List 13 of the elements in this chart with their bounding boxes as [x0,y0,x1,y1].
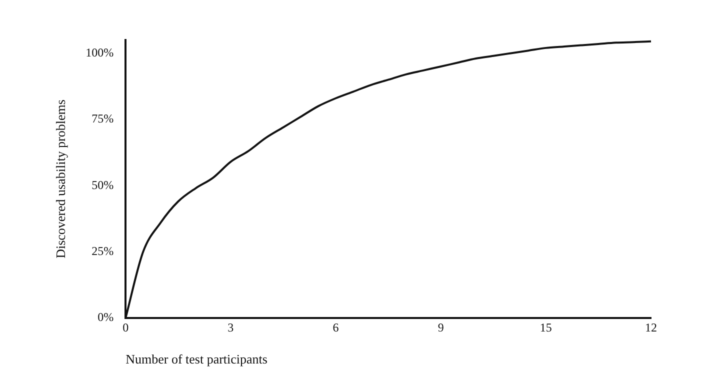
y-tick-label: 100% [86,45,114,60]
x-axis-title: Number of test participants [126,352,268,367]
y-tick-label: 0% [98,310,114,324]
y-tick-label: 25% [92,244,114,258]
x-tick-label: 15 [540,320,552,334]
y-axis-title: Discovered usability problems [53,100,68,258]
y-tick-label: 50% [92,178,114,192]
x-tick-label: 9 [438,320,444,334]
y-tick-label: 75% [92,112,114,126]
x-tick-label: 12 [645,320,657,334]
x-tick-label: 6 [332,320,339,334]
x-tick-label: 3 [228,320,234,334]
x-tick-label: 0 [122,320,129,334]
